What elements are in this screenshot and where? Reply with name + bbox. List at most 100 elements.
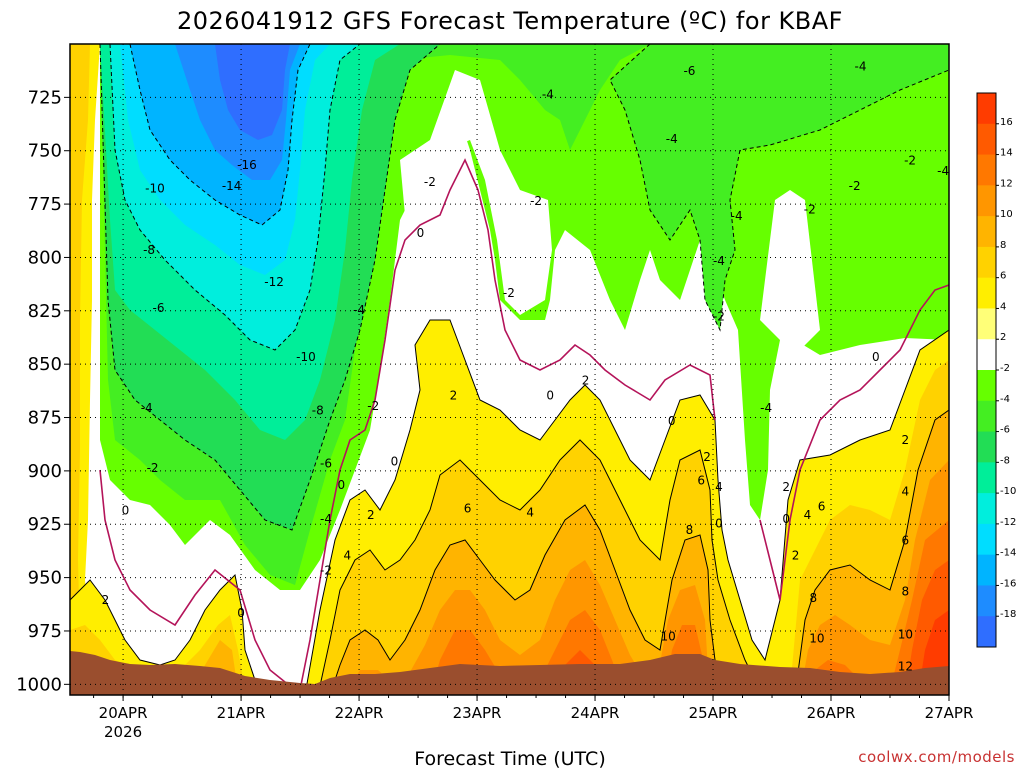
contour-label: 6	[464, 501, 472, 515]
x-tick-label: 20APR	[99, 704, 148, 722]
contour-label: -10	[296, 350, 316, 364]
contour-label: -8	[312, 403, 324, 417]
credit-text: coolwx.com/models	[858, 748, 1015, 766]
y-tick-label: 750	[28, 141, 62, 162]
y-tick-label: 850	[28, 354, 62, 375]
contour-label: -8	[143, 243, 155, 257]
colorbar-swatch	[977, 616, 996, 648]
contour-label: 2	[450, 388, 458, 402]
contour-label: -2	[503, 286, 515, 300]
contour-label: 6	[697, 474, 705, 488]
colorbar-tick-label: -12	[1000, 517, 1016, 528]
contour-label: 2	[902, 433, 910, 447]
colorbar-swatch	[977, 185, 996, 217]
colorbar-swatch	[977, 308, 996, 340]
contour-label: -4	[937, 164, 949, 178]
y-tick-label: 875	[28, 408, 62, 429]
contour-label: 12	[898, 659, 913, 673]
colorbar-swatch	[977, 462, 996, 494]
contour-line	[304, 319, 949, 695]
contour-label: 0	[872, 350, 880, 364]
plot-fields	[70, 44, 949, 695]
contour-label: 4	[526, 506, 534, 520]
colorbar-tick-label: 16	[1000, 117, 1013, 128]
colorbar-tick-label: -4	[1000, 394, 1010, 405]
contour-label: -6	[153, 301, 165, 315]
x-tick-label: 23APR	[453, 704, 502, 722]
contour-label: -2	[804, 203, 816, 217]
contour-label: 6	[902, 533, 910, 547]
colorbar-swatch	[977, 123, 996, 156]
contour-line	[609, 44, 949, 332]
colorbar-swatch	[977, 216, 996, 248]
zero-isotherm	[759, 284, 949, 601]
y-tick-label: 800	[28, 247, 62, 268]
x-tick-label: 24APR	[571, 704, 620, 722]
contour-label: -2	[849, 179, 861, 193]
colorbar-tick-label: -14	[1000, 548, 1016, 559]
colorbar: 16 14 12 10 8 6 4 2 -2 -4 -6 -8 -10 -12 -14 -16 -18	[976, 92, 1016, 648]
contour-label: 0	[237, 606, 245, 620]
contour-label: 8	[809, 591, 817, 605]
contour-lines	[70, 44, 949, 695]
contour-label: -6	[683, 64, 695, 78]
contour-labels: -16 -14 -10 -12 -8 -6 -4 -2 0 2 0 -10 -8 -6 -4 -2 -4 -2 0 0…	[102, 60, 950, 674]
chart-title: 2026041912 GFS Forecast Temperature (ºC)…	[177, 7, 843, 35]
contour-label: 4	[343, 548, 351, 562]
contour-label: -2	[367, 399, 379, 413]
colorbar-tick-label: 2	[1000, 332, 1006, 343]
x-tick-label: 26APR	[807, 704, 856, 722]
contour-label: 0	[715, 516, 723, 530]
contour-label: -12	[264, 275, 284, 289]
contour-label: -4	[855, 60, 867, 74]
contour-label: 6	[818, 499, 826, 513]
colorbar-tick-label: -16	[1000, 578, 1016, 589]
contour-label: -4	[713, 254, 725, 268]
colorbar-tick-label: 4	[1000, 301, 1006, 312]
terrain-ground	[70, 651, 949, 695]
y-axis: 725 750 775 800 825 850 875 900 925 950 975 1000	[16, 87, 70, 695]
contour-label: 10	[661, 630, 676, 644]
contour-label: -4	[320, 512, 332, 526]
colorbar-tick-label: -10	[1000, 486, 1016, 497]
field-minus-2-hole	[400, 70, 552, 315]
colorbar-swatch	[977, 523, 996, 556]
contour-label: -6	[320, 457, 332, 471]
field-minus-18	[215, 44, 290, 140]
contour-label: 0	[417, 226, 425, 240]
colorbar-tick-label: -18	[1000, 609, 1016, 620]
contour-line	[129, 44, 311, 226]
contour-label: -16	[237, 158, 257, 172]
x-tick-label: 22APR	[335, 704, 384, 722]
contour-label: -4	[353, 303, 365, 317]
contour-label: -2	[320, 563, 332, 577]
x-axis-label: Forecast Time (UTC)	[414, 748, 605, 768]
y-tick-label: 1000	[16, 674, 62, 695]
contour-label: 0	[122, 504, 130, 518]
colorbar-swatch	[977, 93, 996, 125]
colorbar-swatch	[977, 277, 996, 309]
contour-label: 0	[668, 414, 676, 428]
colorbar-tick-label: 6	[1000, 271, 1006, 282]
contour-label: 4	[715, 480, 723, 494]
colorbar-tick-label: 8	[1000, 240, 1006, 251]
colorbar-tick-label: -2	[1000, 363, 1010, 374]
colorbar-swatch	[977, 493, 996, 525]
y-tick-label: 825	[28, 301, 62, 322]
colorbar-swatch	[977, 339, 996, 371]
contour-label: 2	[782, 480, 790, 494]
contour-label: 0	[338, 478, 346, 492]
x-tick-sublabel: 2026	[104, 723, 142, 741]
colorbar-tick-label: 12	[1000, 178, 1013, 189]
contour-label: -14	[222, 179, 242, 193]
y-tick-label: 725	[28, 87, 62, 108]
contour-line	[70, 573, 271, 691]
colorbar-swatch	[977, 585, 996, 617]
contour-label: -4	[666, 132, 678, 146]
contour-label: -4	[760, 401, 772, 415]
contour-line	[109, 44, 361, 351]
contour-label: 2	[102, 593, 110, 607]
colorbar-tick-label: 14	[1000, 148, 1013, 159]
contour-label: -10	[145, 181, 165, 195]
